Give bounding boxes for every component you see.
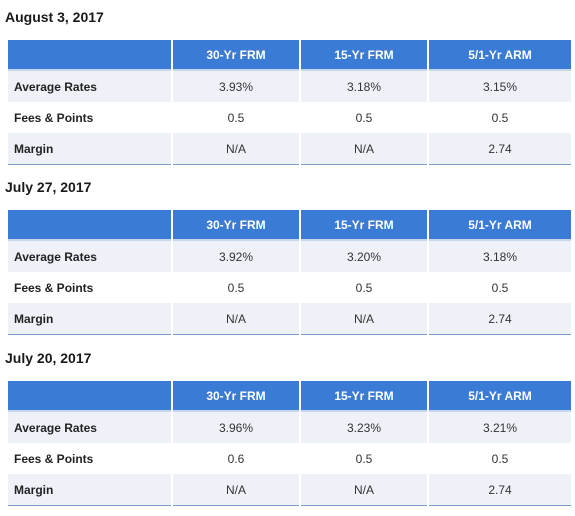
- cell-value: 0.5: [227, 110, 245, 125]
- cell-value: N/A: [301, 303, 427, 335]
- cell-value: 0.5: [227, 280, 245, 295]
- cell-value: 0.5: [355, 110, 373, 125]
- cell-value: 0.5: [355, 451, 373, 466]
- row-label: Average Rates: [8, 71, 171, 102]
- header-cell-blank: [8, 40, 171, 71]
- cell-value: 3.23%: [301, 412, 427, 443]
- cell-value: 3.92%: [173, 241, 299, 272]
- table-row: Fees & Points 0.6 0.5 0.5: [8, 443, 571, 474]
- header-cell-arm: 5/1-Yr ARM: [429, 381, 571, 412]
- cell-value: 2.74: [429, 303, 571, 335]
- header-cell-30yr: 30-Yr FRM: [173, 381, 299, 412]
- table-row: Fees & Points 0.5 0.5 0.5: [8, 102, 571, 133]
- table-row: Fees & Points 0.5 0.5 0.5: [8, 272, 571, 303]
- cell-value: N/A: [301, 474, 427, 506]
- row-label: Margin: [8, 474, 171, 506]
- header-cell-15yr: 15-Yr FRM: [301, 210, 427, 241]
- cell-value: 3.15%: [429, 71, 571, 102]
- week-date: July 20, 2017: [5, 350, 92, 366]
- table-header-row: 30-Yr FRM 15-Yr FRM 5/1-Yr ARM: [8, 381, 571, 412]
- rates-table: 30-Yr FRM 15-Yr FRM 5/1-Yr ARM Average R…: [6, 210, 573, 335]
- table-row: Average Rates 3.96% 3.23% 3.21%: [8, 412, 571, 443]
- header-cell-30yr: 30-Yr FRM: [173, 40, 299, 71]
- header-cell-blank: [8, 210, 171, 241]
- cell-value: 0.5: [491, 110, 509, 125]
- cell-value: 0.6: [227, 451, 245, 466]
- table-row: Margin N/A N/A 2.74: [8, 474, 571, 506]
- cell-value: N/A: [301, 133, 427, 165]
- row-label: Average Rates: [8, 412, 171, 443]
- cell-value: 3.21%: [429, 412, 571, 443]
- rates-table: 30-Yr FRM 15-Yr FRM 5/1-Yr ARM Average R…: [6, 381, 573, 506]
- table-row: Average Rates 3.93% 3.18% 3.15%: [8, 71, 571, 102]
- row-label: Average Rates: [8, 241, 171, 272]
- cell-value: 3.18%: [301, 71, 427, 102]
- cell-value: N/A: [173, 303, 299, 335]
- table-header-row: 30-Yr FRM 15-Yr FRM 5/1-Yr ARM: [8, 40, 571, 71]
- header-cell-15yr: 15-Yr FRM: [301, 381, 427, 412]
- header-cell-15yr: 15-Yr FRM: [301, 40, 427, 71]
- cell-value: 0.5: [355, 280, 373, 295]
- table-row: Average Rates 3.92% 3.20% 3.18%: [8, 241, 571, 272]
- row-label: Fees & Points: [14, 451, 94, 466]
- week-date: July 27, 2017: [5, 179, 92, 195]
- cell-value: 3.96%: [173, 412, 299, 443]
- cell-value: 3.18%: [429, 241, 571, 272]
- row-label: Margin: [8, 133, 171, 165]
- cell-value: 2.74: [429, 133, 571, 165]
- header-cell-arm: 5/1-Yr ARM: [429, 210, 571, 241]
- header-cell-arm: 5/1-Yr ARM: [429, 40, 571, 71]
- row-label: Fees & Points: [14, 280, 94, 295]
- cell-value: 3.93%: [173, 71, 299, 102]
- table-row: Margin N/A N/A 2.74: [8, 303, 571, 335]
- cell-value: N/A: [173, 133, 299, 165]
- header-cell-30yr: 30-Yr FRM: [173, 210, 299, 241]
- table-row: Margin N/A N/A 2.74: [8, 133, 571, 165]
- cell-value: N/A: [173, 474, 299, 506]
- row-label: Margin: [8, 303, 171, 335]
- cell-value: 2.74: [429, 474, 571, 506]
- week-date: August 3, 2017: [5, 9, 104, 25]
- cell-value: 0.5: [491, 451, 509, 466]
- table-header-row: 30-Yr FRM 15-Yr FRM 5/1-Yr ARM: [8, 210, 571, 241]
- row-label: Fees & Points: [14, 110, 94, 125]
- header-cell-blank: [8, 381, 171, 412]
- cell-value: 0.5: [491, 280, 509, 295]
- cell-value: 3.20%: [301, 241, 427, 272]
- rates-table: 30-Yr FRM 15-Yr FRM 5/1-Yr ARM Average R…: [6, 40, 573, 165]
